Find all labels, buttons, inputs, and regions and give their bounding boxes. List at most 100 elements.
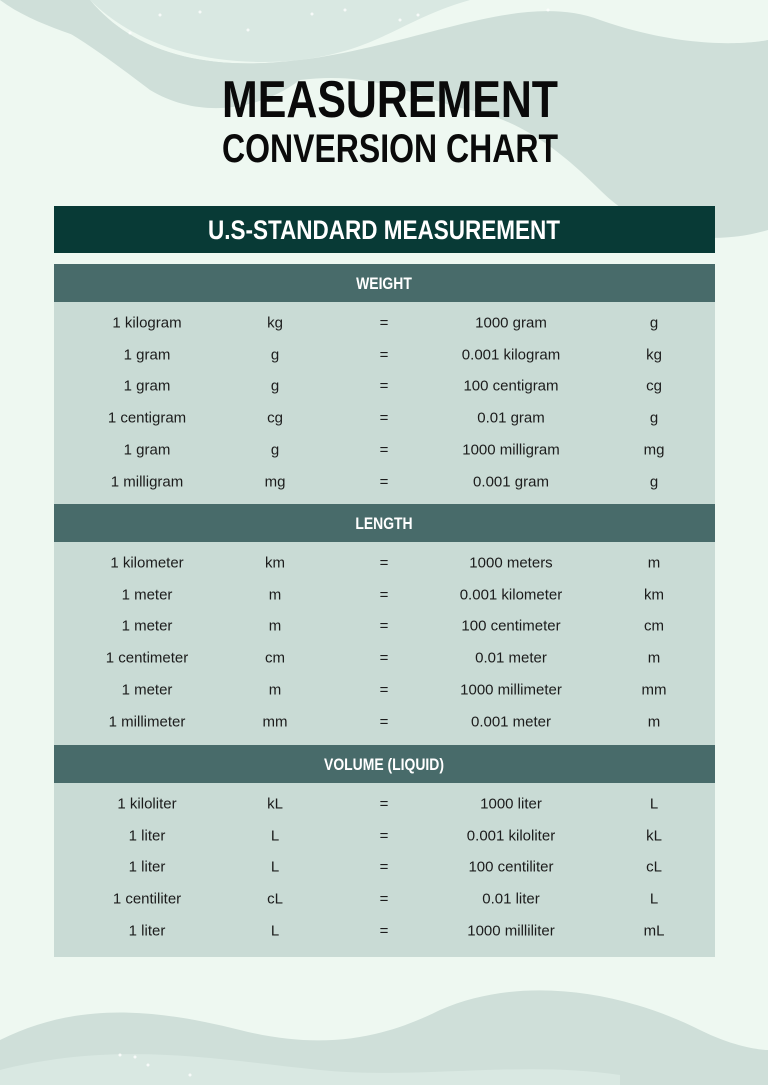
- table-row: 1 meter m = 100 centimeter cm: [54, 611, 715, 643]
- section-heading: WEIGHT: [356, 275, 412, 294]
- table-row: 1 gram g = 100 centigram cg: [54, 371, 715, 403]
- equals-sign: =: [379, 473, 389, 491]
- section-header-length: LENGTH: [54, 504, 715, 542]
- to-quantity: 100 centigram: [463, 377, 559, 395]
- to-quantity: 0.001 kilometer: [459, 586, 563, 604]
- from-unit: mg: [264, 473, 286, 491]
- from-quantity: 1 liter: [128, 858, 166, 876]
- from-quantity: 1 kilometer: [110, 554, 184, 572]
- equals-sign: =: [379, 554, 389, 572]
- section-heading: LENGTH: [355, 515, 412, 534]
- from-unit: kg: [267, 314, 283, 332]
- from-quantity: 1 millimeter: [108, 713, 186, 731]
- from-unit: m: [268, 681, 282, 699]
- table-row: 1 millimeter mm = 0.001 meter m: [54, 706, 715, 738]
- to-quantity: 1000 gram: [475, 314, 547, 332]
- table-row: 1 centiliter cL = 0.01 liter L: [54, 883, 715, 915]
- to-unit: kg: [646, 346, 662, 364]
- equals-sign: =: [379, 713, 389, 731]
- table-row: 1 kilogram kg = 1000 gram g: [54, 307, 715, 339]
- from-unit: m: [268, 586, 282, 604]
- table-row: 1 centimeter cm = 0.01 meter m: [54, 642, 715, 674]
- from-unit: L: [270, 858, 280, 876]
- table-row: 1 gram g = 1000 milligram mg: [54, 434, 715, 466]
- to-quantity: 100 centiliter: [468, 858, 554, 876]
- to-quantity: 100 centimeter: [461, 617, 561, 635]
- table-row: 1 liter L = 100 centiliter cL: [54, 852, 715, 884]
- from-quantity: 1 centimeter: [105, 649, 189, 667]
- table-row: 1 meter m = 0.001 kilometer km: [54, 579, 715, 611]
- to-quantity: 0.001 gram: [473, 473, 549, 491]
- table-row: 1 centigram cg = 0.01 gram g: [54, 402, 715, 434]
- to-unit: mm: [641, 681, 667, 699]
- equals-sign: =: [379, 890, 389, 908]
- to-unit: g: [649, 314, 659, 332]
- equals-sign: =: [379, 586, 389, 604]
- from-unit: mm: [262, 713, 288, 731]
- from-quantity: 1 centigram: [107, 409, 187, 427]
- from-quantity: 1 milligram: [110, 473, 184, 491]
- from-quantity: 1 gram: [123, 441, 171, 459]
- page-title: MEASUREMENT CONVERSION CHART: [222, 71, 558, 170]
- to-unit: mL: [643, 922, 665, 940]
- from-quantity: 1 liter: [128, 827, 166, 845]
- to-quantity: 0.001 meter: [470, 713, 552, 731]
- table-row: 1 meter m = 1000 millimeter mm: [54, 674, 715, 706]
- to-unit: L: [649, 795, 659, 813]
- from-unit: km: [265, 554, 285, 572]
- equals-sign: =: [379, 441, 389, 459]
- to-unit: cm: [644, 617, 664, 635]
- table-row: 1 gram g = 0.001 kilogram kg: [54, 339, 715, 371]
- from-unit: cL: [267, 890, 283, 908]
- section-heading: VOLUME (LIQUID): [324, 756, 444, 775]
- to-unit: mg: [643, 441, 665, 459]
- equals-sign: =: [379, 795, 389, 813]
- to-quantity: 0.01 liter: [482, 890, 540, 908]
- conversion-table: 1 kilogram kg = 1000 gram g 1 gram g = 0.001 kil…: [54, 302, 715, 508]
- to-quantity: 1000 millimeter: [460, 681, 562, 699]
- table-row: 1 liter L = 0.001 kiloliter kL: [54, 820, 715, 852]
- from-quantity: 1 gram: [123, 346, 171, 364]
- table-row: 1 milligram mg = 0.001 gram g: [54, 466, 715, 498]
- standard-banner: U.S-STANDARD MEASUREMENT: [54, 206, 715, 253]
- from-unit: cm: [265, 649, 285, 667]
- section-header-weight: WEIGHT: [54, 264, 715, 302]
- from-quantity: 1 meter: [121, 586, 173, 604]
- equals-sign: =: [379, 922, 389, 940]
- banner-title: U.S-STANDARD MEASUREMENT: [208, 215, 560, 245]
- to-unit: m: [647, 649, 661, 667]
- from-unit: g: [270, 377, 280, 395]
- table-row: 1 kilometer km = 1000 meters m: [54, 547, 715, 579]
- equals-sign: =: [379, 377, 389, 395]
- from-unit: m: [268, 617, 282, 635]
- equals-sign: =: [379, 649, 389, 667]
- from-unit: L: [270, 922, 280, 940]
- equals-sign: =: [379, 681, 389, 699]
- to-unit: g: [649, 409, 659, 427]
- equals-sign: =: [379, 858, 389, 876]
- to-quantity: 0.01 gram: [477, 409, 545, 427]
- equals-sign: =: [379, 346, 389, 364]
- from-unit: g: [270, 441, 280, 459]
- from-unit: cg: [267, 409, 283, 427]
- to-quantity: 0.001 kiloliter: [466, 827, 556, 845]
- from-quantity: 1 meter: [121, 617, 173, 635]
- section-header-volume-liquid: VOLUME (LIQUID): [54, 745, 715, 783]
- title-line-1: MEASUREMENT: [222, 71, 558, 129]
- to-quantity: 1000 milliliter: [467, 922, 555, 940]
- from-quantity: 1 kilogram: [112, 314, 182, 332]
- equals-sign: =: [379, 314, 389, 332]
- to-quantity: 1000 liter: [480, 795, 542, 813]
- from-quantity: 1 centiliter: [112, 890, 182, 908]
- to-unit: L: [649, 890, 659, 908]
- to-unit: km: [644, 586, 664, 604]
- to-quantity: 1000 meters: [469, 554, 553, 572]
- to-quantity: 0.01 meter: [475, 649, 547, 667]
- equals-sign: =: [379, 409, 389, 427]
- from-quantity: 1 gram: [123, 377, 171, 395]
- from-quantity: 1 liter: [128, 922, 166, 940]
- to-quantity: 1000 milligram: [462, 441, 560, 459]
- to-unit: cL: [646, 858, 662, 876]
- from-unit: L: [270, 827, 280, 845]
